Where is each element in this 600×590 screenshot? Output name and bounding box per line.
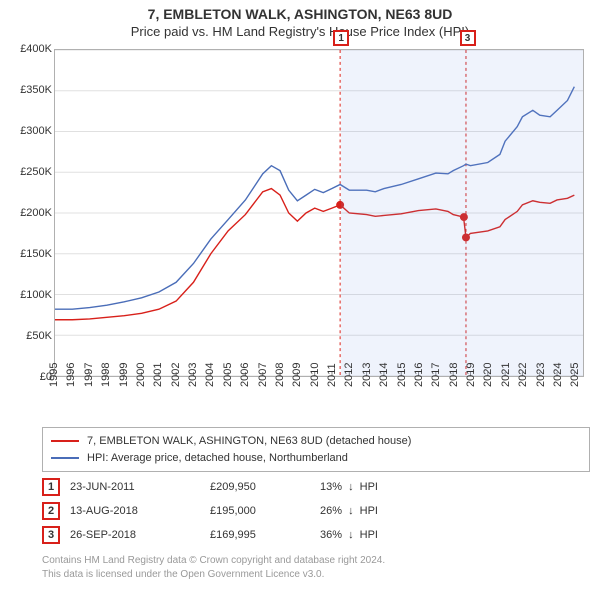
x-tick-label: 2017 xyxy=(430,363,442,387)
event-pct: 36% HPI xyxy=(320,529,590,541)
x-tick-label: 1997 xyxy=(83,363,95,387)
x-tick-label: 2023 xyxy=(535,363,547,387)
x-tick-label: 2019 xyxy=(465,363,477,387)
legend-swatch-blue xyxy=(51,457,79,459)
x-tick-label: 2024 xyxy=(552,363,564,387)
x-tick-label: 2008 xyxy=(274,363,286,387)
event-date: 13-AUG-2018 xyxy=(70,505,210,517)
x-tick-label: 2002 xyxy=(170,363,182,387)
y-tick-label: £400K xyxy=(20,43,52,55)
arrow-down-icon xyxy=(345,529,357,541)
title-main: 7, EMBLETON WALK, ASHINGTON, NE63 8UD xyxy=(10,6,590,22)
arrow-down-icon xyxy=(345,505,357,517)
event-badge: 3 xyxy=(42,526,60,544)
y-tick-label: £250K xyxy=(20,166,52,178)
event-price: £209,950 xyxy=(210,481,320,493)
x-tick-label: 2003 xyxy=(187,363,199,387)
y-tick-label: £350K xyxy=(20,84,52,96)
marker-badge: 1 xyxy=(333,30,349,46)
marker-badge: 3 xyxy=(460,30,476,46)
x-tick-label: 1998 xyxy=(100,363,112,387)
title-block: 7, EMBLETON WALK, ASHINGTON, NE63 8UD Pr… xyxy=(0,0,600,41)
title-sub: Price paid vs. HM Land Registry's House … xyxy=(10,24,590,39)
x-tick-label: 2009 xyxy=(291,363,303,387)
x-tick-label: 2022 xyxy=(517,363,529,387)
event-badge: 1 xyxy=(42,478,60,496)
x-tick-label: 2014 xyxy=(378,363,390,387)
x-tick-label: 2025 xyxy=(569,363,581,387)
x-tick-label: 2020 xyxy=(482,363,494,387)
legend-label: HPI: Average price, detached house, Nort… xyxy=(87,450,348,467)
event-pct: 26% HPI xyxy=(320,505,590,517)
footer-line: This data is licensed under the Open Gov… xyxy=(42,568,590,582)
plot-area: 13 xyxy=(54,49,584,377)
event-price: £169,995 xyxy=(210,529,320,541)
x-tick-label: 2015 xyxy=(396,363,408,387)
x-tick-label: 2012 xyxy=(343,363,355,387)
x-tick-label: 2013 xyxy=(361,363,373,387)
y-tick-label: £150K xyxy=(20,248,52,260)
x-tick-label: 2011 xyxy=(326,363,338,387)
x-tick-label: 2004 xyxy=(204,363,216,387)
x-tick-label: 2005 xyxy=(222,363,234,387)
chart: 13 £0£50K£100K£150K£200K£250K£300K£350K£… xyxy=(10,45,590,423)
footer: Contains HM Land Registry data © Crown c… xyxy=(42,554,590,581)
x-tick-label: 2018 xyxy=(448,363,460,387)
arrow-down-icon xyxy=(345,481,357,493)
x-tick-label: 1996 xyxy=(65,363,77,387)
y-tick-label: £50K xyxy=(26,330,52,342)
legend: 7, EMBLETON WALK, ASHINGTON, NE63 8UD (d… xyxy=(42,427,590,472)
y-tick-label: £100K xyxy=(20,289,52,301)
legend-row: 7, EMBLETON WALK, ASHINGTON, NE63 8UD (d… xyxy=(51,433,581,450)
legend-label: 7, EMBLETON WALK, ASHINGTON, NE63 8UD (d… xyxy=(87,433,411,450)
event-date: 23-JUN-2011 xyxy=(70,481,210,493)
footer-line: Contains HM Land Registry data © Crown c… xyxy=(42,554,590,568)
event-badge: 2 xyxy=(42,502,60,520)
x-tick-label: 1999 xyxy=(118,363,130,387)
event-pct: 13% HPI xyxy=(320,481,590,493)
legend-swatch-red xyxy=(51,440,79,442)
event-date: 26-SEP-2018 xyxy=(70,529,210,541)
shaded-region xyxy=(341,50,583,376)
x-tick-label: 2021 xyxy=(500,363,512,387)
x-tick-label: 2010 xyxy=(309,363,321,387)
legend-row: HPI: Average price, detached house, Nort… xyxy=(51,450,581,467)
x-tick-label: 2006 xyxy=(239,363,251,387)
x-tick-label: 1995 xyxy=(48,363,60,387)
x-tick-label: 2016 xyxy=(413,363,425,387)
y-tick-label: £300K xyxy=(20,125,52,137)
x-tick-label: 2001 xyxy=(152,363,164,387)
y-tick-label: £200K xyxy=(20,207,52,219)
event-price: £195,000 xyxy=(210,505,320,517)
events: 1 23-JUN-2011£209,95013% HPI 2 13-AUG-2018£… xyxy=(42,478,590,544)
x-tick-label: 2007 xyxy=(257,363,269,387)
x-tick-label: 2000 xyxy=(135,363,147,387)
